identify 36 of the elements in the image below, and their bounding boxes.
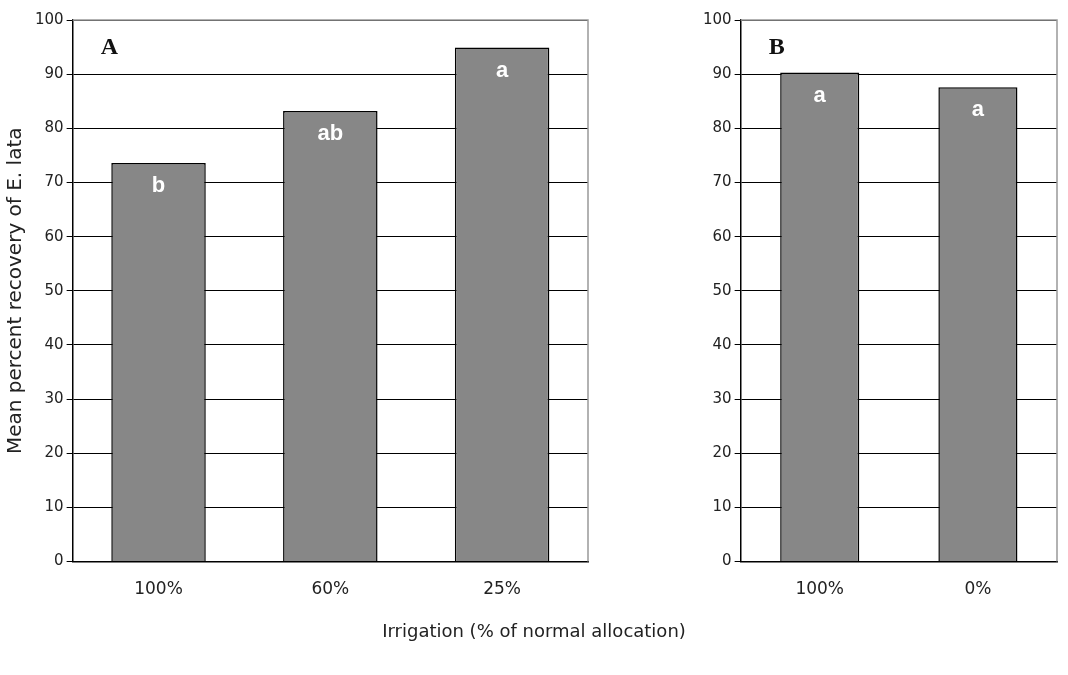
x-tick-label: 25%: [483, 578, 521, 599]
annotation: a: [971, 96, 985, 122]
annotation: a: [495, 56, 509, 82]
x-tick-label: 100%: [134, 578, 183, 599]
y-tick-label: 70: [44, 172, 64, 191]
annotation: ab: [317, 120, 344, 146]
y-tick-label: 80: [44, 118, 64, 137]
y-tick-label: 30: [712, 389, 732, 408]
x-tick-label: 0%: [964, 578, 992, 599]
y-tick-label: 70: [712, 172, 732, 191]
y-tick-label: 0: [722, 551, 732, 570]
x-axis-title: Irrigation (% of normal allocation): [381, 620, 687, 641]
annotation: a: [813, 81, 827, 107]
y-tick-label: 0: [54, 551, 64, 570]
y-tick-label: 100: [702, 9, 732, 28]
y-tick-label: 60: [712, 226, 732, 245]
y-tick-label: 10: [44, 497, 64, 516]
y-tick-label: 40: [712, 334, 732, 353]
y-tick-label: 60: [44, 226, 64, 245]
y-tick-label: 40: [44, 334, 64, 353]
annotation: A: [100, 33, 119, 60]
y-tick-label: 90: [44, 64, 64, 83]
x-tick-label: 60%: [311, 578, 350, 599]
y-tick-label: 90: [712, 64, 732, 83]
y-tick-label: 30: [44, 389, 64, 408]
y-axis-title: Mean percent recovery of E. lata: [2, 127, 27, 455]
y-tick-label: 80: [712, 118, 732, 137]
y-tick-label: 10: [712, 497, 732, 516]
y-tick-label: 20: [44, 443, 64, 462]
x-tick-label: 100%: [795, 578, 845, 599]
y-tick-label: 100: [34, 9, 64, 28]
y-tick-label: 50: [712, 280, 732, 299]
y-tick-label: 20: [712, 443, 732, 462]
y-tick-label: 50: [44, 280, 64, 299]
annotation: B: [768, 33, 785, 60]
annotation: b: [151, 172, 166, 198]
